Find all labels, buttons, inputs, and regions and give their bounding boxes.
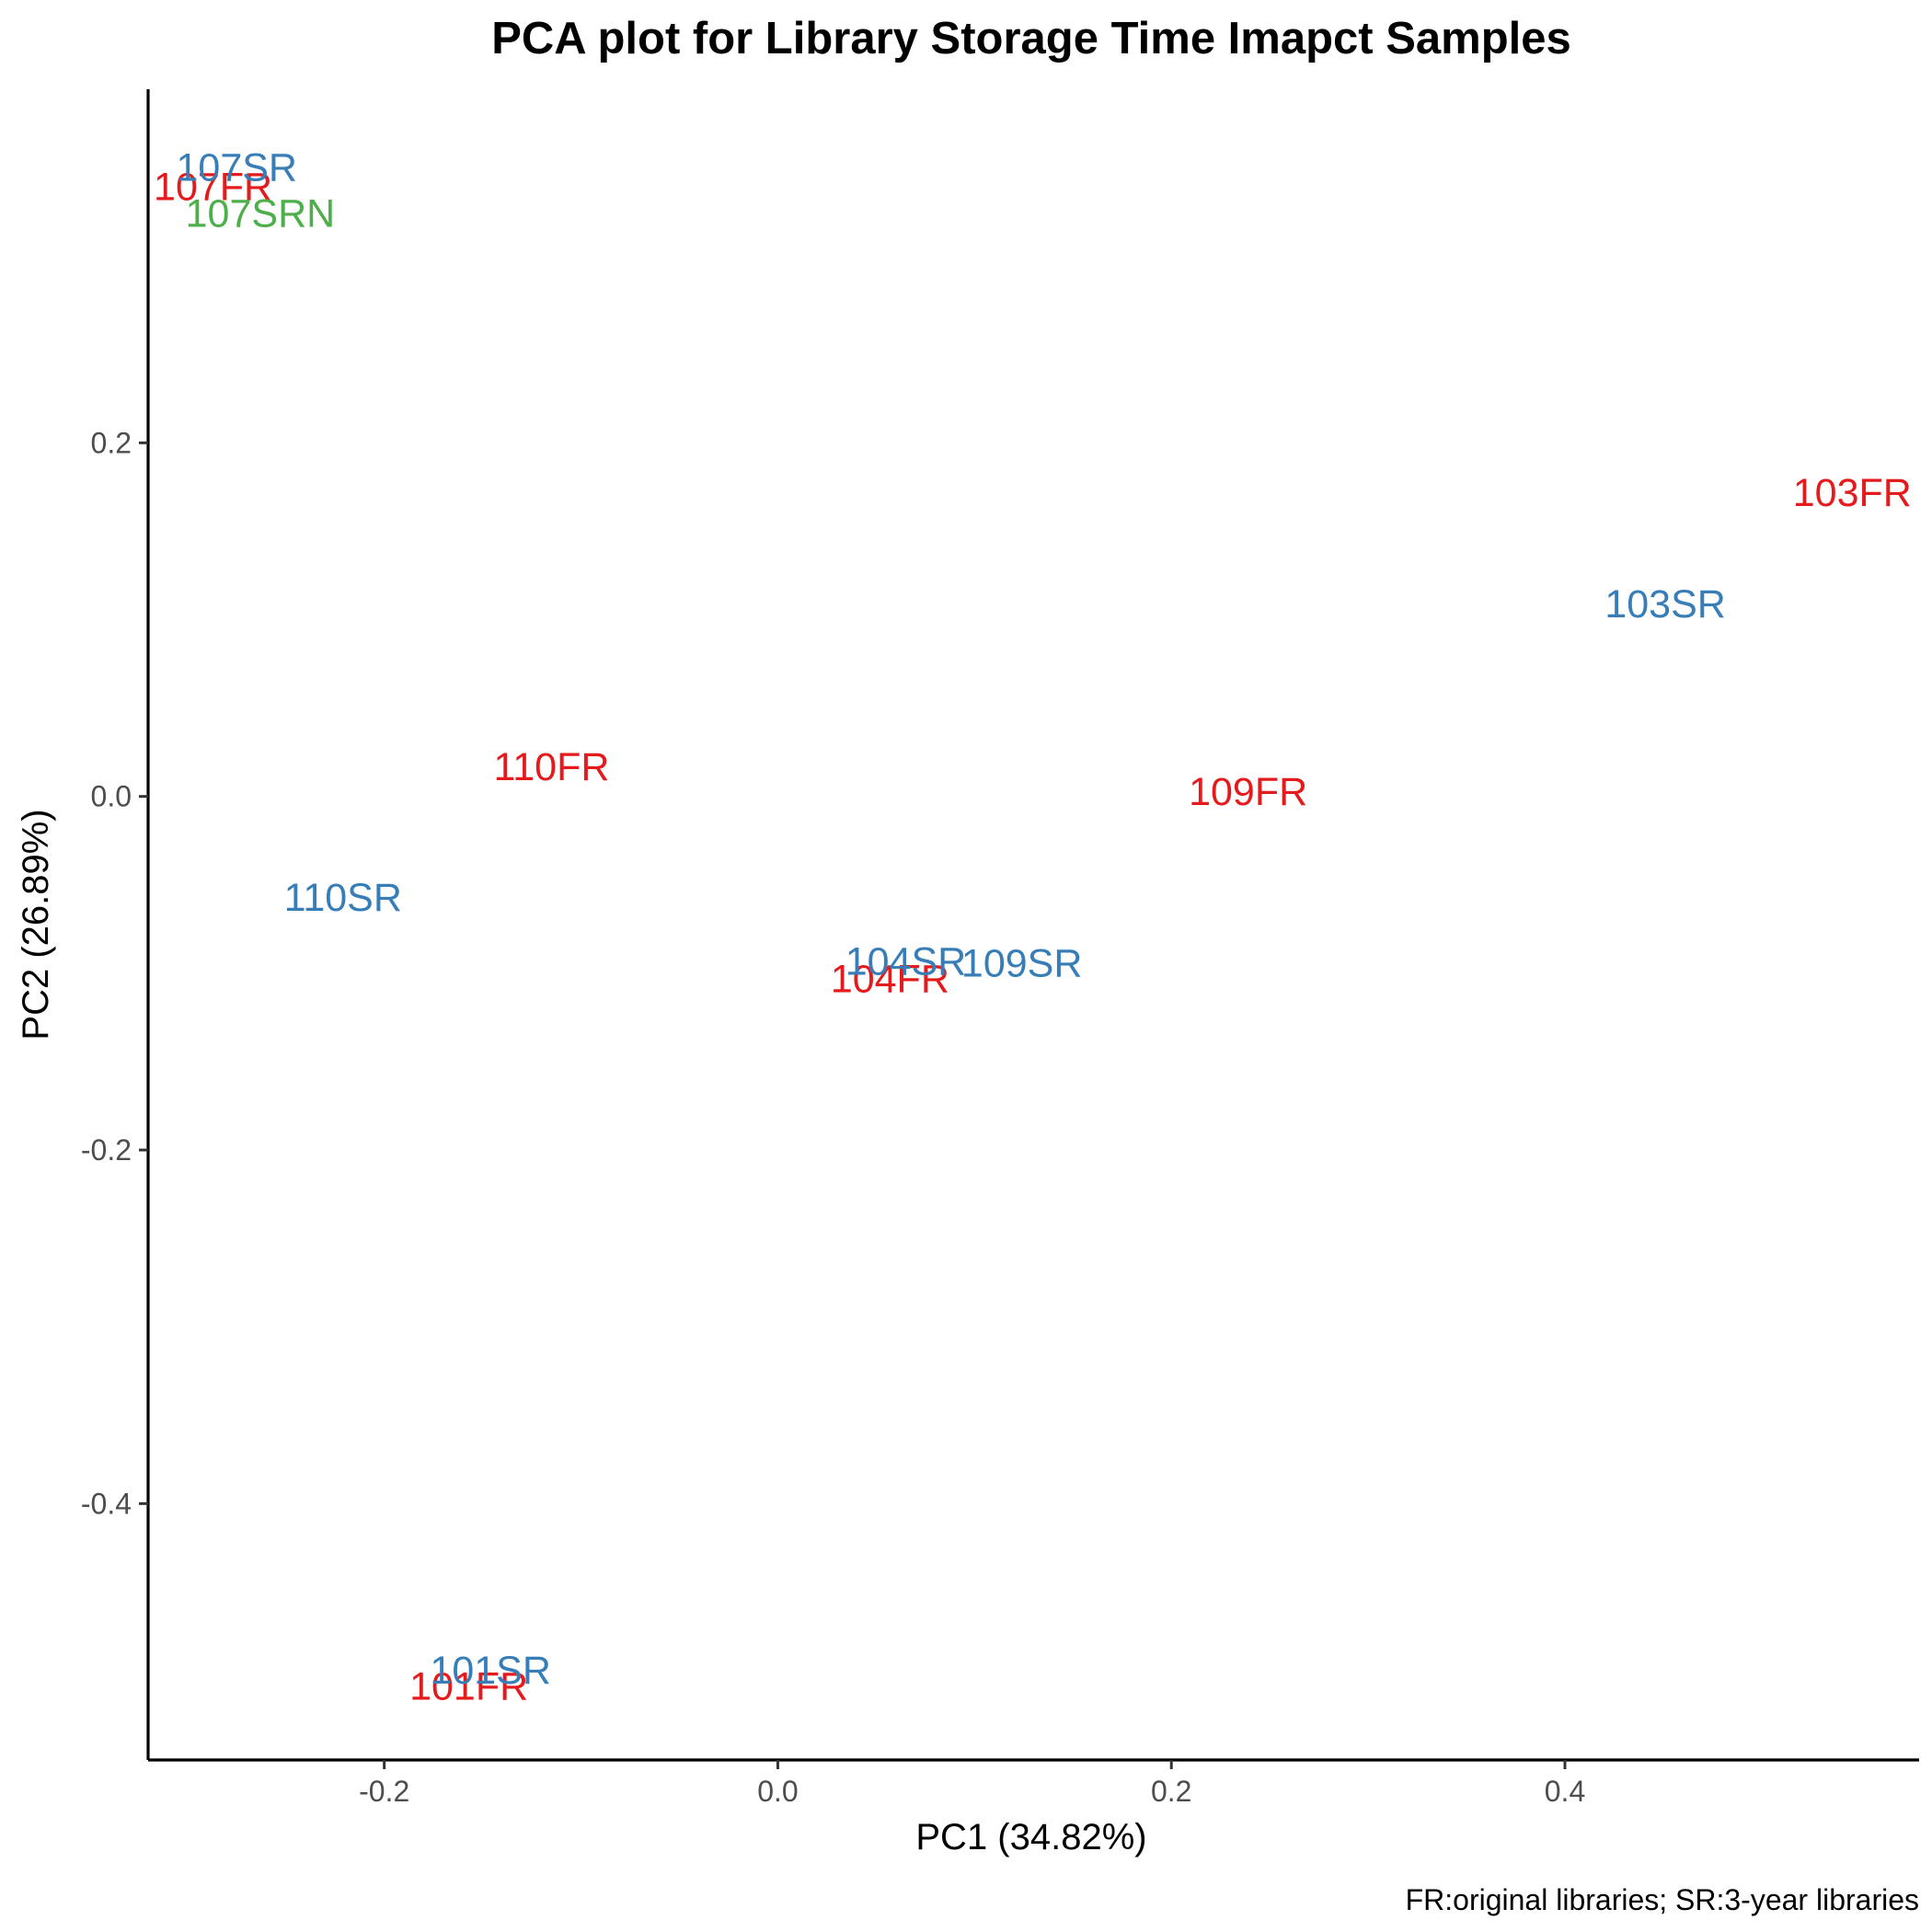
chart-caption: FR:original libraries; SR:3-year librari… (1406, 1883, 1919, 1916)
chart-title: PCA plot for Library Storage Time Imapct… (491, 14, 1571, 63)
y-ticks: -0.4 -0.2 0.0 0.2 (81, 426, 148, 1520)
y-tick-label: 0.0 (91, 780, 132, 813)
point-label-103sr: 103SR (1604, 582, 1725, 627)
y-tick-label: -0.2 (81, 1133, 132, 1167)
point-label-104sr: 104SR (845, 939, 966, 983)
x-tick-label: 0.0 (757, 1775, 798, 1808)
y-tick-label: -0.4 (81, 1487, 132, 1520)
point-label-110sr: 110SR (284, 876, 402, 920)
point-label-104fr: 104FR (831, 958, 949, 1002)
point-label-101fr: 101FR (409, 1664, 528, 1708)
point-label-101sr: 101SR (430, 1649, 550, 1693)
x-ticks: -0.2 0.0 0.2 0.4 (359, 1760, 1585, 1808)
point-labels: 107FR 103FR 110FR 109FR 104FR 101FR 107SR 103SR… (154, 146, 1912, 1709)
y-tick-label: 0.2 (91, 426, 132, 459)
x-tick-label: 0.4 (1545, 1775, 1585, 1808)
point-label-103fr: 103FR (1793, 471, 1912, 515)
point-label-107sr: 107SR (177, 146, 297, 190)
point-label-107srn: 107SRN (186, 192, 336, 236)
x-tick-label: -0.2 (359, 1775, 409, 1808)
x-axis-title: PC1 (34.82%) (915, 1817, 1146, 1857)
y-axis-title: PC2 (26.89%) (16, 809, 56, 1040)
axes (146, 89, 1919, 1762)
point-label-107fr: 107FR (154, 166, 272, 210)
point-label-109fr: 109FR (1189, 770, 1307, 814)
x-tick-label: 0.2 (1151, 1775, 1191, 1808)
point-label-110fr: 110FR (494, 745, 610, 789)
point-label-109sr: 109SR (961, 941, 1082, 985)
